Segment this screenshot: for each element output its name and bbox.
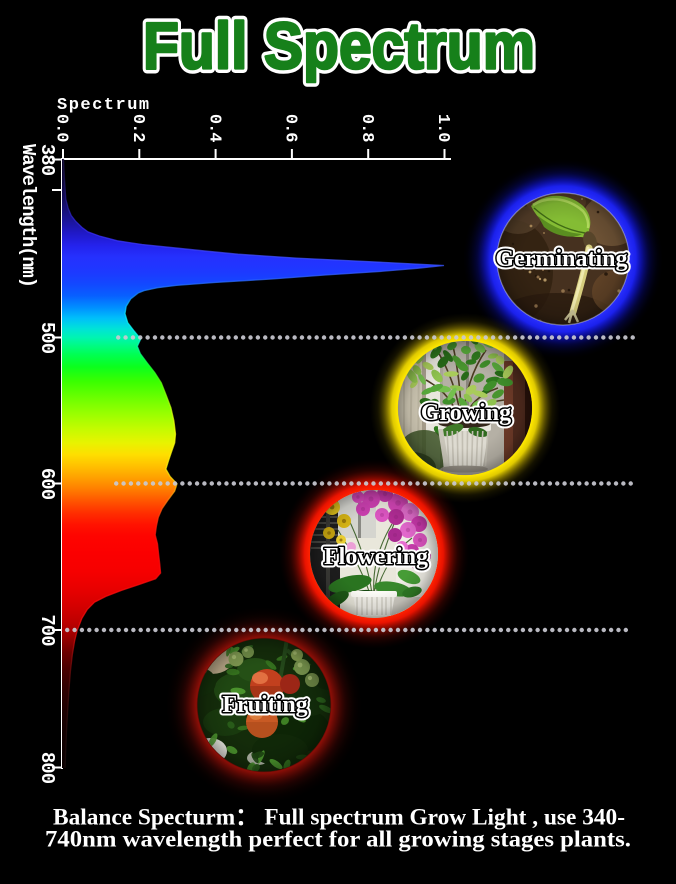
- svg-text:Germinating: Germinating: [496, 246, 628, 272]
- svg-text:0.2: 0.2: [128, 114, 147, 142]
- svg-text:Growing: Growing: [421, 400, 511, 426]
- svg-text:Germinating: Germinating: [496, 246, 628, 272]
- svg-text:380: 380: [36, 144, 58, 176]
- svg-text:1.0: 1.0: [433, 114, 452, 142]
- svg-text:0.6: 0.6: [281, 114, 300, 142]
- svg-text:Flowering: Flowering: [324, 544, 428, 570]
- svg-text:600: 600: [36, 468, 58, 500]
- svg-text:Fruiting: Fruiting: [222, 692, 307, 718]
- svg-text:Fruiting: Fruiting: [222, 692, 307, 718]
- svg-text:Growing: Growing: [421, 400, 511, 426]
- svg-text:Full Spectrum: Full Spectrum: [143, 9, 535, 83]
- svg-text:Spectrum: Spectrum: [57, 96, 151, 115]
- svg-text:Germinating: Germinating: [496, 246, 628, 272]
- svg-text:Full Spectrum: Full Spectrum: [143, 9, 535, 83]
- svg-text:Growing: Growing: [421, 400, 511, 426]
- svg-text:Balance Specturm： Full spectr: Balance Specturm： Full spectrum Grow Lig…: [53, 805, 625, 831]
- svg-text:0.4: 0.4: [204, 114, 223, 142]
- svg-text:800: 800: [36, 752, 58, 784]
- svg-text:Flowering: Flowering: [324, 544, 428, 570]
- svg-text:740nm wavelength perfect for a: 740nm wavelength perfect for all growing…: [45, 827, 631, 853]
- svg-text:0.8: 0.8: [357, 114, 376, 142]
- svg-text:Fruiting: Fruiting: [222, 692, 307, 718]
- svg-text:0.0: 0.0: [52, 114, 71, 142]
- svg-text:Flowering: Flowering: [324, 544, 428, 570]
- svg-text:Wavelength(nm): Wavelength(nm): [17, 144, 39, 287]
- svg-text:700: 700: [36, 614, 58, 646]
- svg-text:500: 500: [36, 322, 58, 354]
